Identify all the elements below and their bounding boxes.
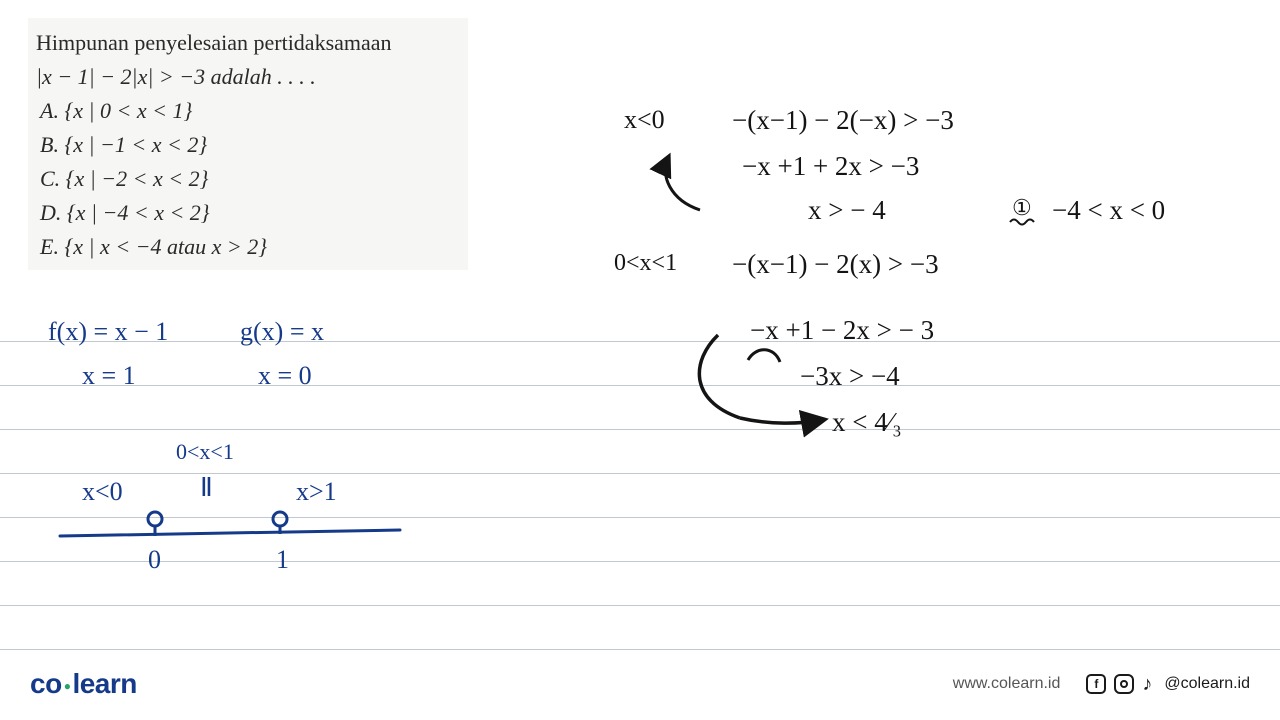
question-box: Himpunan penyelesaian pertidaksamaan |x … xyxy=(28,18,468,270)
hw-case1-eq3: x > − 4 xyxy=(808,196,886,226)
option-c: C. {x | −2 < x < 2} xyxy=(36,162,462,196)
instagram-icon xyxy=(1114,674,1134,694)
hw-region-mid: Ⅱ xyxy=(200,474,213,503)
hw-case2-eq1: −(x−1) − 2(x) > −3 xyxy=(732,250,939,280)
hw-x0: x = 0 xyxy=(258,362,312,391)
option-d: D. {x | −4 < x < 2} xyxy=(36,196,462,230)
question-line-1: Himpunan penyelesaian pertidaksamaan xyxy=(36,26,462,60)
hw-case1-eq1: −(x−1) − 2(−x) > −3 xyxy=(732,106,954,136)
option-a: A. {x | 0 < x < 1} xyxy=(36,94,462,128)
hw-tick0: 0 xyxy=(148,546,161,575)
hw-case1-circ: ① xyxy=(1012,196,1032,220)
question-line-2: |x − 1| − 2|x| > −3 adalah . . . . xyxy=(36,60,462,94)
option-e: E. {x | x < −4 atau x > 2} xyxy=(36,230,462,264)
hw-region-left: x<0 xyxy=(82,478,123,507)
logo: co●learn xyxy=(30,668,137,700)
option-b: B. {x | −1 < x < 2} xyxy=(36,128,462,162)
footer-url: www.colearn.id xyxy=(953,675,1061,693)
social-handle: @colearn.id xyxy=(1164,675,1250,693)
hw-gx: g(x) = x xyxy=(240,318,324,347)
tiktok-icon: ♪ xyxy=(1142,673,1152,696)
footer: co●learn www.colearn.id f ♪ @colearn.id xyxy=(0,668,1280,700)
hw-tick1: 1 xyxy=(276,546,289,575)
hw-case1-label: x<0 xyxy=(624,106,665,135)
hw-fx: f(x) = x − 1 xyxy=(48,318,168,347)
facebook-icon: f xyxy=(1086,674,1106,694)
logo-co: co xyxy=(30,668,62,699)
hw-case2-eq3: −3x > −4 xyxy=(800,362,900,392)
notebook-lines xyxy=(0,298,1280,678)
hw-case2-label: 0<x<1 xyxy=(614,250,677,276)
logo-learn: learn xyxy=(72,668,136,699)
hw-case1-eq2: −x +1 + 2x > −3 xyxy=(742,152,919,182)
hw-case2-eq4: x < 4⁄₃ xyxy=(832,408,902,438)
logo-dot: ● xyxy=(62,679,73,693)
hw-case1-res: −4 < x < 0 xyxy=(1052,196,1165,226)
hw-region-right: x>1 xyxy=(296,478,337,507)
hw-region-mid-top: 0<x<1 xyxy=(176,440,234,464)
hw-case2-eq2: −x +1 − 2x > − 3 xyxy=(750,316,934,346)
socials: f ♪ @colearn.id xyxy=(1086,673,1250,696)
hw-x1: x = 1 xyxy=(82,362,136,391)
